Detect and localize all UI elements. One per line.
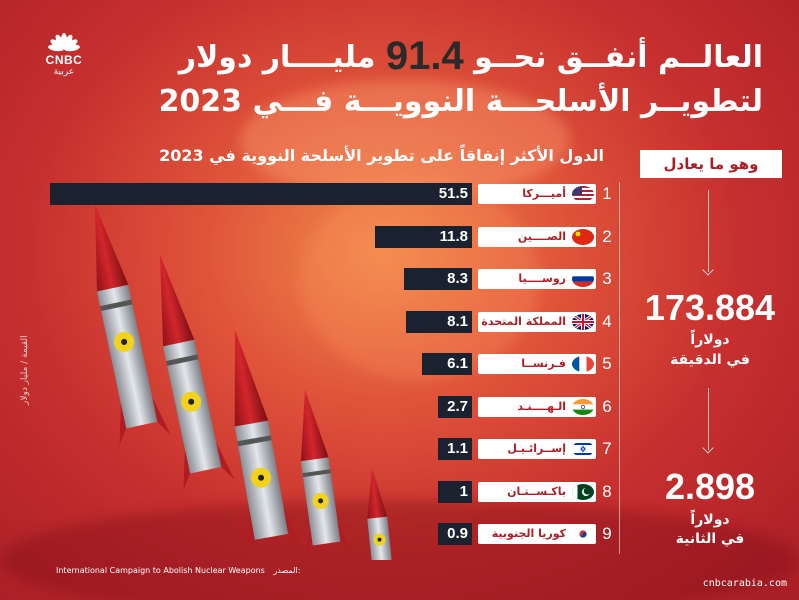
missile-icon [367, 468, 400, 560]
bar: 6.1 [422, 353, 472, 375]
missile-icon [234, 330, 301, 554]
country-name: روســــيا [518, 272, 566, 285]
bar: 0.9 [438, 523, 472, 545]
country-name: الـهــــنـد [517, 399, 566, 413]
category-label: أميـــركا [478, 184, 596, 204]
bar: 1 [438, 480, 472, 503]
country-name: المملكة المتحدة [481, 314, 566, 328]
country-name: إســرائـيـل [507, 442, 566, 455]
ground-shadow [0, 500, 799, 600]
headline-line2: لتطويــر الأسلحـــة النوويـــة فـــي 202… [158, 84, 763, 119]
peacock-icon [48, 33, 80, 52]
missile-icon [95, 205, 171, 446]
bar-value-label: 2.7 [447, 397, 468, 415]
pakistan-flag-icon [572, 483, 594, 500]
bar-value-label: 6.1 [447, 355, 468, 372]
category-label: فـرنســا [478, 354, 596, 374]
source-label: المصدر: [273, 566, 301, 575]
headline-number: 91.4 [385, 34, 464, 78]
equivalent-tag: وهو ما يعادل [640, 150, 782, 178]
headline-part1: العالــم أنفــق نحــو [474, 40, 763, 75]
rank-number: 6 [602, 396, 612, 416]
bar: 51.5 [50, 183, 472, 205]
us-flag-icon [572, 186, 594, 202]
bar-value-label: 1.1 [447, 440, 468, 457]
bar-value-label: 51.5 [438, 185, 468, 202]
headline-part2: مليــــار دولار [178, 40, 376, 75]
bar: 8.1 [405, 310, 472, 333]
per-second-label: في الثانية [675, 531, 745, 547]
rank-divider [619, 182, 620, 554]
rank-number: 1 [602, 184, 612, 203]
site-url: cnbcarabia.com [702, 578, 787, 589]
bar-value-label: 1 [459, 482, 468, 500]
bar-value-label: 8.3 [447, 270, 468, 287]
france-flag-icon [572, 356, 594, 372]
rank-number: 8 [602, 481, 612, 501]
bar-value-label: 8.1 [447, 312, 468, 330]
india-flag-icon [572, 398, 594, 415]
arrow-down-icon [708, 190, 709, 272]
bar-value-label: 0.9 [447, 525, 468, 542]
bar: 1.1 [438, 438, 472, 460]
bar: 8.3 [403, 268, 472, 290]
israel-flag-icon [572, 441, 594, 457]
bar: 11.8 [375, 225, 472, 248]
smoke-cloud [240, 80, 570, 200]
category-label: روســــيا [478, 269, 596, 289]
category-label: إســرائـيـل [478, 439, 596, 459]
rank-number: 9 [602, 524, 612, 543]
country-name: الصــــين [517, 229, 566, 243]
country-name: باكـســتـان [507, 484, 566, 498]
source-name: International Campaign to Abolish Nuclea… [56, 566, 265, 575]
missile-icon [160, 255, 235, 491]
uk-flag-icon [572, 313, 594, 330]
russia-flag-icon [572, 271, 594, 287]
per-second-unit: دولاراً [690, 512, 730, 528]
china-flag-icon [572, 228, 594, 245]
rank-number: 2 [602, 226, 612, 246]
per-minute-value: 173.884 [644, 287, 776, 328]
rank-number: 4 [602, 311, 612, 331]
south-korea-flag-icon [572, 526, 594, 542]
per-second-value: 2.898 [664, 466, 756, 507]
cnbc-logo: CNBC عربية [34, 32, 94, 77]
bar: 2.7 [438, 395, 472, 418]
category-label: المملكة المتحدة [478, 311, 596, 332]
rank-number: 3 [602, 269, 612, 288]
category-label: الصــــين [478, 226, 596, 247]
logo-subtext: عربية [53, 67, 75, 77]
per-minute-label: في الدقيقة [670, 352, 750, 368]
chart-title: الدول الأكثر إنفاقاً على تطوير الأسلحة ا… [159, 146, 604, 165]
country-name: كوريا الجنوبية [491, 527, 566, 540]
arrow-down-icon [708, 388, 709, 450]
logo-text: CNBC [45, 53, 83, 67]
country-name: فـرنســا [521, 357, 566, 370]
headline-line1: العالــم أنفــق نحــو 91.4 مليــــار دول… [179, 34, 763, 79]
per-minute-unit: دولاراً [690, 332, 730, 348]
category-label: كوريا الجنوبية [478, 524, 596, 544]
rank-number: 5 [602, 354, 612, 373]
missile-icon [300, 390, 350, 557]
category-label: باكـســتـان [478, 481, 596, 502]
rank-number: 7 [602, 439, 612, 458]
country-name: أميـــركا [522, 187, 566, 200]
bar-value-label: 11.8 [439, 227, 468, 245]
source-note: International Campaign to Abolish Nuclea… [56, 566, 300, 575]
missiles-illustration [95, 205, 400, 560]
category-label: الـهــــنـد [478, 396, 596, 417]
